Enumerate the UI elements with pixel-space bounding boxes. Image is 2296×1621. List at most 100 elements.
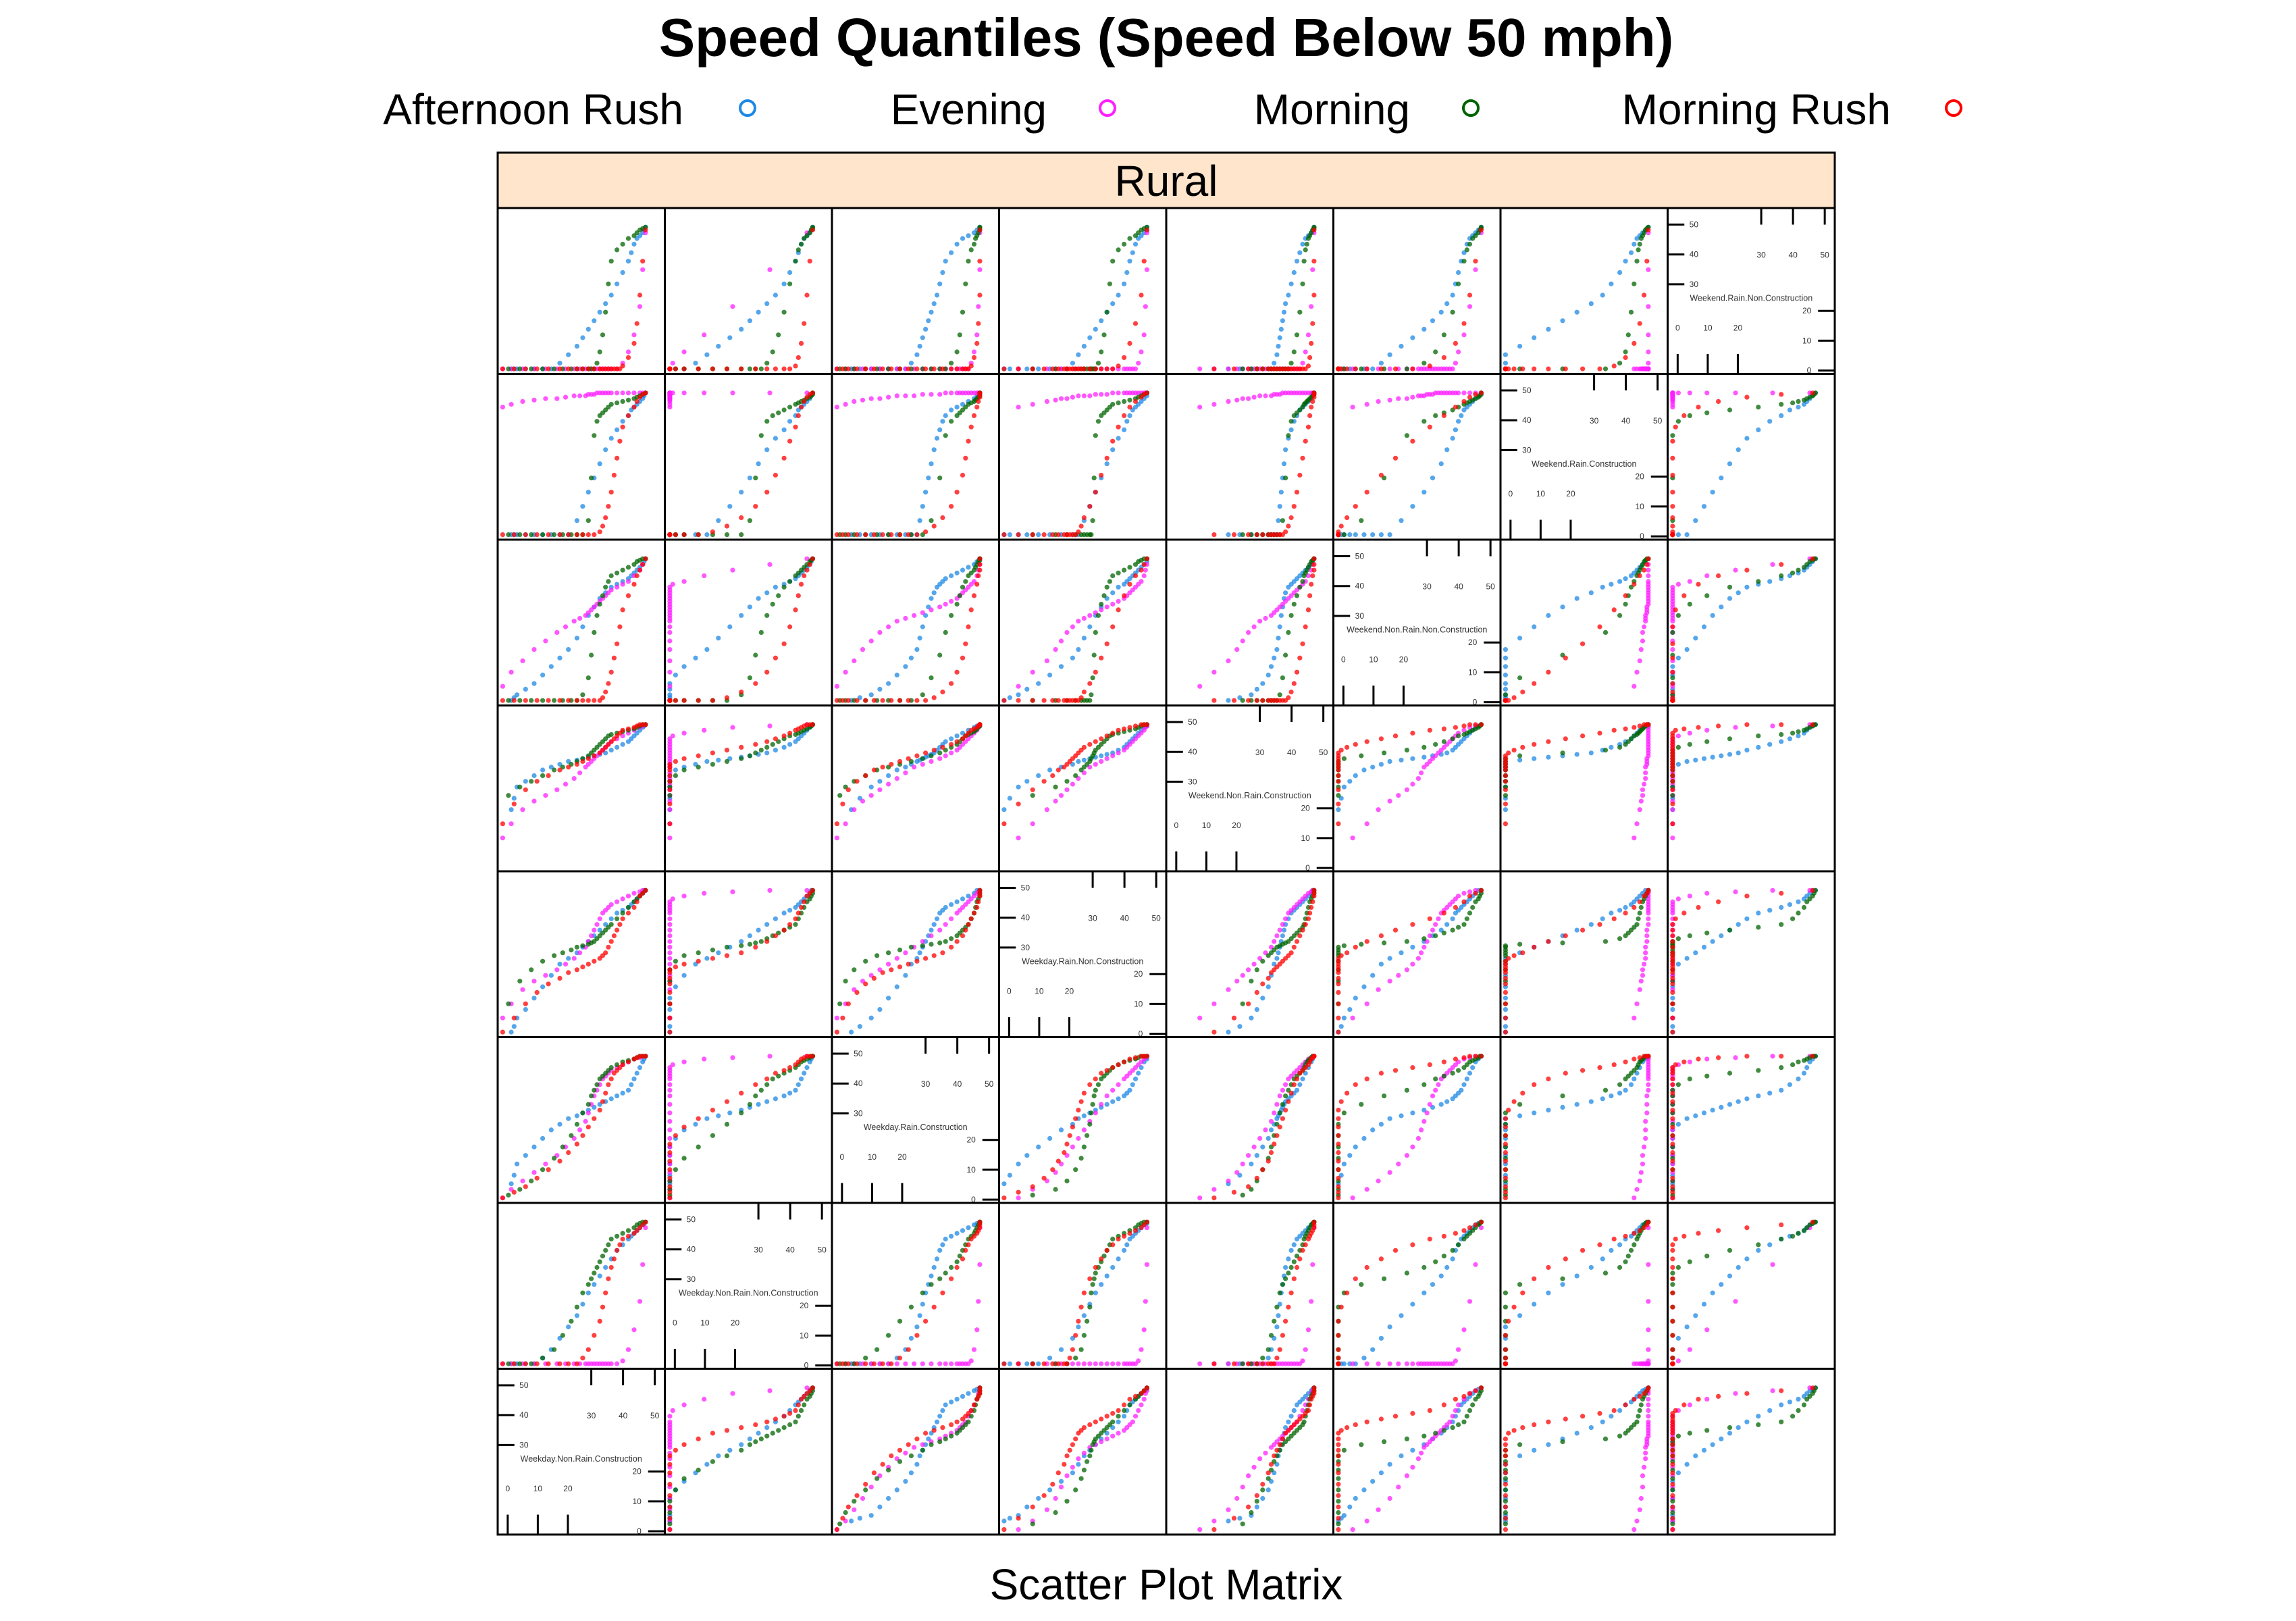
point-morning-rush <box>1427 363 1432 369</box>
point-morning <box>747 518 752 523</box>
point-evening <box>1643 956 1648 961</box>
point-morning-rush <box>1563 933 1568 939</box>
point-evening <box>1016 684 1021 689</box>
point-evening <box>730 1055 735 1060</box>
point-morning-rush <box>696 698 701 703</box>
point-morning-rush <box>1291 1082 1297 1087</box>
point-afternoon-rush <box>1260 681 1266 686</box>
point-morning-rush <box>1453 405 1458 410</box>
point-evening <box>903 1361 908 1366</box>
point-afternoon-rush <box>1438 1273 1444 1279</box>
point-morning <box>753 475 758 481</box>
point-morning-rush <box>1506 750 1511 756</box>
point-evening <box>1283 1082 1288 1087</box>
point-afternoon-rush <box>1370 1347 1376 1352</box>
point-morning-rush <box>1001 1361 1007 1366</box>
point-morning <box>1294 332 1300 338</box>
point-evening <box>1670 807 1675 813</box>
point-afternoon-rush <box>1122 281 1127 286</box>
point-morning <box>594 1264 600 1270</box>
point-afternoon-rush <box>1787 902 1792 907</box>
diag-tick-label: 40 <box>1454 582 1463 592</box>
point-morning <box>529 698 534 703</box>
point-morning-rush <box>931 1304 937 1310</box>
point-evening <box>937 1361 943 1366</box>
point-afternoon-rush <box>1670 664 1675 669</box>
point-evening <box>1770 390 1775 396</box>
point-evening <box>531 979 537 984</box>
point-evening <box>1396 793 1401 798</box>
point-evening <box>1234 1170 1240 1175</box>
diag-tick-label: 20 <box>1635 472 1644 482</box>
point-afternoon-rush <box>1600 584 1605 590</box>
point-afternoon-rush <box>1719 475 1724 481</box>
point-evening <box>531 798 537 804</box>
point-morning-rush <box>1670 438 1675 444</box>
point-morning-rush <box>1336 801 1341 806</box>
point-morning <box>540 1356 546 1361</box>
point-evening <box>667 624 673 629</box>
point-evening <box>949 1361 954 1366</box>
panel-r1-c6: Weekend.Rain.Construction504030504030201… <box>1499 373 1669 541</box>
point-evening <box>1404 1153 1409 1158</box>
point-evening <box>520 987 525 992</box>
point-morning-rush <box>897 758 903 764</box>
point-morning-rush <box>1286 523 1291 529</box>
diag-tick-label: 30 <box>1088 914 1097 923</box>
point-afternoon-rush <box>1070 361 1075 366</box>
diag-tick-label: 50 <box>1690 220 1699 230</box>
point-afternoon-rush <box>949 250 954 255</box>
point-morning <box>886 1333 891 1338</box>
point-afternoon-rush <box>1464 1076 1469 1081</box>
point-morning-rush <box>1041 1175 1047 1181</box>
point-afternoon-rush <box>1124 269 1130 276</box>
point-morning-rush <box>1503 975 1508 981</box>
point-evening <box>937 756 943 761</box>
point-morning-rush <box>840 801 845 806</box>
point-morning-rush <box>592 366 597 371</box>
point-morning <box>606 1242 611 1247</box>
point-evening <box>531 647 537 652</box>
panel-r2-c5: Weekend.Non.Rain.Non.Construction5040305… <box>1332 538 1502 707</box>
point-morning-rush <box>1050 698 1055 703</box>
diag-tick-label: 30 <box>1756 251 1766 260</box>
point-afternoon-rush <box>625 1087 631 1093</box>
point-evening <box>702 573 707 579</box>
point-morning-rush <box>625 413 631 419</box>
point-afternoon-rush <box>937 1247 943 1253</box>
point-evening <box>1646 573 1651 579</box>
point-evening <box>1226 1361 1231 1366</box>
point-afternoon-rush <box>1719 1104 1724 1110</box>
point-morning-rush <box>1093 669 1098 675</box>
point-morning <box>1099 601 1104 607</box>
diag-tick-label: 10 <box>1202 821 1211 830</box>
point-afternoon-rush <box>1410 756 1415 761</box>
diag-variable-label: Weekend.Non.Rain.Construction <box>1189 791 1311 800</box>
point-evening <box>1433 1087 1438 1093</box>
point-morning-rush <box>1110 730 1116 736</box>
point-morning <box>1433 349 1438 355</box>
point-morning-rush <box>667 1015 673 1021</box>
point-morning-rush <box>954 669 960 675</box>
point-afternoon-rush <box>1736 922 1741 927</box>
point-evening <box>1272 1110 1277 1116</box>
point-morning-rush <box>753 366 758 371</box>
point-morning-rush <box>580 758 585 764</box>
point-evening <box>1643 1135 1648 1141</box>
point-morning-rush <box>1563 1071 1568 1076</box>
point-morning-rush <box>574 1141 580 1147</box>
point-morning-rush <box>1670 989 1675 995</box>
point-morning-rush <box>1050 366 1055 371</box>
point-evening <box>1640 793 1646 798</box>
point-evening <box>1197 1195 1203 1201</box>
point-morning <box>552 1347 557 1352</box>
point-morning-rush <box>523 1001 528 1006</box>
point-afternoon-rush <box>1076 647 1081 652</box>
point-afternoon-rush <box>1399 518 1404 523</box>
point-morning-rush <box>1338 366 1344 371</box>
point-afternoon-rush <box>1378 1121 1384 1127</box>
point-morning-rush <box>1087 742 1093 747</box>
point-morning-rush <box>802 573 807 579</box>
point-evening <box>1197 684 1203 689</box>
point-morning-rush <box>667 366 673 371</box>
